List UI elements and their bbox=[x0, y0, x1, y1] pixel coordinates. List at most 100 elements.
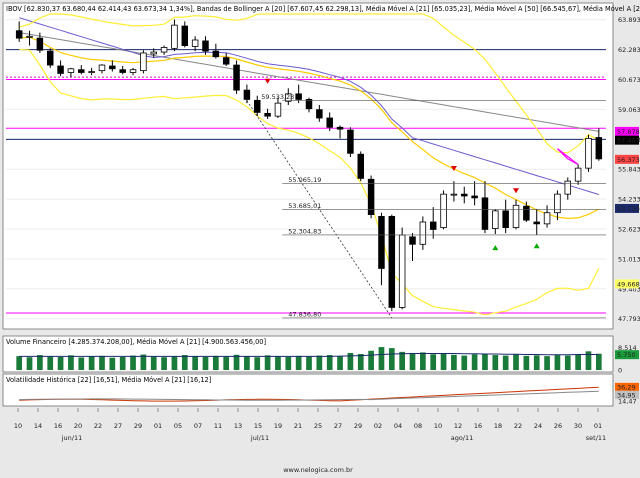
x-tick-label: 29 bbox=[134, 422, 142, 430]
ma-200-line bbox=[19, 32, 599, 132]
price-label-text: 53.730 bbox=[617, 205, 640, 213]
buy-arrow bbox=[492, 245, 499, 251]
candle-down bbox=[471, 195, 478, 199]
level-annotation: 55.065,19 bbox=[288, 176, 321, 184]
x-tick-label: 01 bbox=[154, 422, 162, 430]
ma-21-line bbox=[19, 36, 600, 220]
volume-bar bbox=[368, 350, 374, 370]
price-tick-label: 63.893 bbox=[618, 16, 640, 24]
x-tick-label: 02 bbox=[374, 422, 382, 430]
level-annotation: 47.836,80 bbox=[288, 310, 321, 318]
x-tick-label: 22 bbox=[94, 422, 102, 430]
volume-bar bbox=[212, 355, 219, 370]
volume-bar bbox=[26, 357, 33, 370]
volume-bar bbox=[316, 355, 323, 370]
price-tick-label: 60.673 bbox=[618, 76, 640, 84]
volume-bar bbox=[399, 351, 406, 370]
candle-down bbox=[15, 30, 23, 39]
volume-bar bbox=[451, 354, 457, 370]
volume-bars bbox=[16, 347, 602, 370]
volatility-label-box bbox=[615, 382, 639, 391]
x-tick-label: 27 bbox=[114, 422, 122, 430]
watermark: www.nelogica.com.br bbox=[283, 466, 353, 474]
price-tick-label: 49.403 bbox=[618, 285, 640, 293]
price-label-text: 57.878 bbox=[617, 128, 640, 136]
month-label: jul/11 bbox=[250, 434, 269, 442]
volume-bar bbox=[420, 352, 426, 370]
level-annotation: 52.304,83 bbox=[288, 227, 321, 235]
volume-bar bbox=[482, 354, 488, 370]
candle-down bbox=[305, 99, 313, 110]
x-tick-label: 24 bbox=[534, 422, 542, 430]
price-label-box bbox=[615, 154, 639, 164]
price-tick-label: 47.793 bbox=[618, 315, 640, 323]
price-label-box bbox=[615, 126, 639, 136]
candle-down bbox=[264, 112, 271, 117]
sell-arrow bbox=[450, 166, 457, 171]
volume-bar bbox=[285, 356, 292, 370]
volume-label-box bbox=[615, 350, 639, 360]
volume-bar bbox=[264, 355, 271, 370]
volume-bar bbox=[595, 353, 602, 370]
x-tick-label: 08 bbox=[414, 422, 422, 430]
volume-bar bbox=[337, 356, 343, 370]
x-tick-label: 13 bbox=[234, 422, 242, 430]
x-tick-label: 20 bbox=[74, 422, 82, 430]
x-tick-label: 21 bbox=[294, 422, 302, 430]
x-tick-label: 10 bbox=[434, 422, 442, 430]
volume-bar bbox=[502, 355, 509, 370]
candle-down bbox=[336, 126, 344, 130]
level-annotation: 53.685,01 bbox=[288, 202, 321, 210]
price-label-text: 49.668 bbox=[617, 280, 640, 288]
volume-tick-label: 0 bbox=[618, 367, 622, 375]
volume-bar bbox=[347, 352, 354, 370]
ma-50-line bbox=[19, 17, 599, 195]
volume-bar bbox=[492, 355, 499, 370]
x-tick-label: 27 bbox=[334, 422, 342, 430]
candle-down bbox=[222, 57, 230, 65]
candle-down bbox=[481, 197, 489, 230]
volume-bar bbox=[513, 354, 519, 370]
volume-bar bbox=[575, 354, 581, 370]
price-panel bbox=[2, 2, 614, 330]
volatility-tick-label: 14,47 bbox=[618, 398, 637, 406]
buy-arrow bbox=[533, 243, 540, 249]
volume-panel-header: Volume Financeiro [4.285.374.208,00], Mé… bbox=[6, 338, 266, 346]
candle-down bbox=[595, 137, 603, 160]
volatility-panel bbox=[2, 373, 614, 407]
price-annotations: 59.533,23 55.065,19 53.685,01 52.304,83 47.8… bbox=[261, 78, 606, 318]
volume-bar bbox=[130, 355, 136, 370]
volume-bar bbox=[171, 356, 178, 370]
volume-bar bbox=[471, 354, 478, 370]
candle-down bbox=[109, 65, 116, 70]
candle-down bbox=[357, 153, 365, 179]
x-tick-label: 10 bbox=[14, 422, 22, 430]
month-label: set/11 bbox=[586, 434, 606, 442]
candle-up bbox=[440, 193, 447, 228]
x-tick-label: 04 bbox=[394, 422, 402, 430]
candle-up bbox=[171, 24, 178, 49]
volume-bar bbox=[295, 355, 302, 370]
candle-up bbox=[543, 212, 551, 225]
candle-down bbox=[409, 236, 416, 245]
month-label: ago/11 bbox=[451, 434, 474, 442]
pennant-drawing bbox=[556, 148, 579, 165]
volume-bar bbox=[388, 348, 395, 370]
candle-down bbox=[523, 205, 530, 221]
x-tick-label: 11 bbox=[214, 422, 222, 430]
candle-up bbox=[129, 69, 137, 73]
volume-bar bbox=[88, 356, 95, 370]
candle-down bbox=[378, 216, 385, 269]
candles bbox=[15, 19, 603, 312]
candle-down bbox=[461, 193, 468, 197]
candle-up bbox=[419, 221, 427, 245]
volume-bar bbox=[306, 356, 312, 370]
volatility-label-text: 36,29 bbox=[617, 383, 636, 391]
candle-down bbox=[46, 50, 54, 66]
x-tick-label: 14 bbox=[34, 422, 42, 430]
volume-bar bbox=[564, 355, 571, 370]
volume-bar bbox=[57, 356, 64, 370]
price-label-box bbox=[615, 279, 639, 289]
volume-bar bbox=[544, 356, 550, 370]
